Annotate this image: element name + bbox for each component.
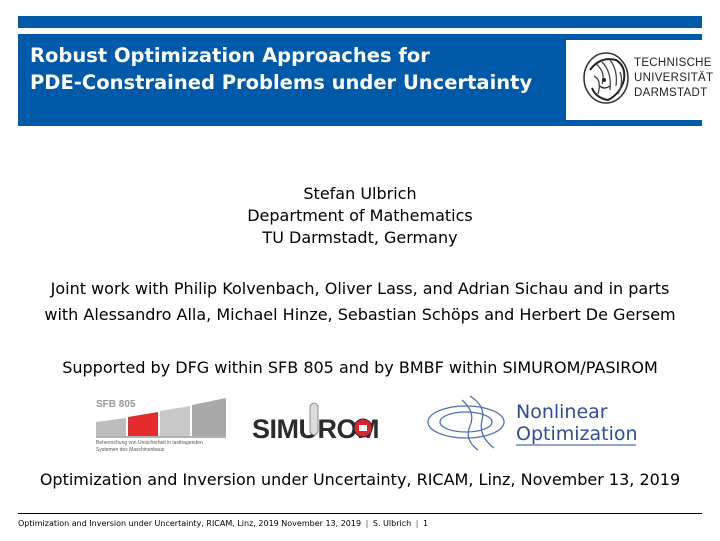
event-line: Optimization and Inversion under Uncerta…: [39, 470, 681, 489]
footer-separator: |: [365, 519, 369, 528]
author-institution: TU Darmstadt, Germany: [262, 228, 458, 247]
header-top-bar: [18, 16, 702, 28]
tu-darmstadt-logo: TECHNISCHE UNIVERSITÄT DARMSTADT: [566, 40, 713, 120]
footer-author: S. Ulbrich: [372, 519, 412, 528]
nonlinear-text-1: Nonlinear: [516, 401, 608, 423]
title-line-1: Robust Optimization Approaches for: [30, 44, 430, 67]
title-banner: Robust Optimization Approaches for PDE-C…: [18, 34, 713, 126]
support-statement: Supported by DFG within SFB 805 and by B…: [62, 358, 658, 377]
sfb-805-caption-1: Beherrschung von Unsicherheit in lasttra…: [96, 440, 203, 446]
author-department: Department of Mathematics: [247, 206, 473, 225]
logo-line-3: DARMSTADT: [634, 87, 708, 99]
logo-line-1: TECHNISCHE: [634, 57, 712, 69]
sfb-805-caption-2: Systemen des Maschinenbaus: [96, 447, 165, 453]
footer-page-number: 1: [422, 519, 429, 528]
sponsor-logos: SFB 805 Beherrschung von Unsicherheit in…: [0, 392, 720, 454]
title-line-2: PDE-Constrained Problems under Uncertain…: [30, 71, 533, 94]
joint-work-line-1: Joint work with Philip Kolvenbach, Olive…: [50, 279, 670, 298]
footer-separator: |: [415, 519, 419, 528]
joint-work-block: Joint work with Philip Kolvenbach, Olive…: [0, 276, 720, 328]
nonlinear-text-2: Optimization: [516, 423, 638, 445]
sfb-805-name: SFB 805: [96, 399, 136, 410]
footer: Optimization and Inversion under Uncerta…: [18, 519, 428, 528]
athena-head-icon: [583, 52, 629, 104]
nonlinear-optimization-logo: Nonlinear Optimization: [427, 395, 638, 451]
footer-divider: [18, 513, 702, 514]
footer-event: Optimization and Inversion under Uncerta…: [18, 519, 362, 528]
author-name: Stefan Ulbrich: [303, 184, 417, 203]
logo-line-2: UNIVERSITÄT: [634, 72, 714, 84]
simurom-logo: SIMUROM: [252, 402, 380, 444]
joint-work-line-2: with Alessandro Alla, Michael Hinze, Seb…: [44, 305, 676, 324]
author-block: Stefan Ulbrich Department of Mathematics…: [0, 183, 720, 249]
sfb-805-logo: SFB 805 Beherrschung von Unsicherheit in…: [92, 396, 226, 453]
logo-text: TECHNISCHE UNIVERSITÄT DARMSTADT: [634, 56, 713, 101]
sponsor-logos-graphic: SFB 805 Beherrschung von Unsicherheit in…: [92, 395, 638, 453]
slide-title: Robust Optimization Approaches for PDE-C…: [30, 42, 570, 96]
